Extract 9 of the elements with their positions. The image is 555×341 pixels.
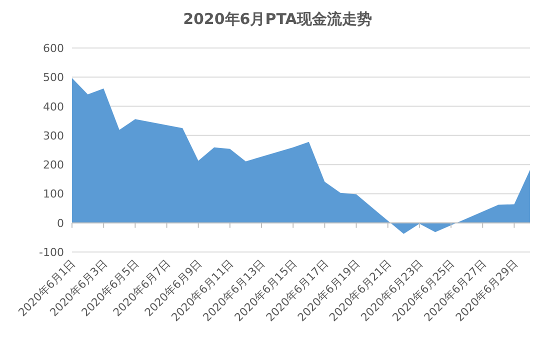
- y-tick-label: 0: [57, 216, 64, 230]
- y-tick-label: 100: [43, 188, 64, 201]
- y-tick-label: 200: [43, 158, 64, 172]
- y-tick-label: 600: [43, 42, 64, 55]
- y-tick-label: 400: [43, 100, 64, 114]
- y-tick-label: -100: [39, 246, 64, 259]
- chart-title: 2020年6月PTA现金流走势: [183, 10, 372, 28]
- y-tick-label: 500: [43, 71, 64, 84]
- y-tick-label: 300: [43, 129, 64, 142]
